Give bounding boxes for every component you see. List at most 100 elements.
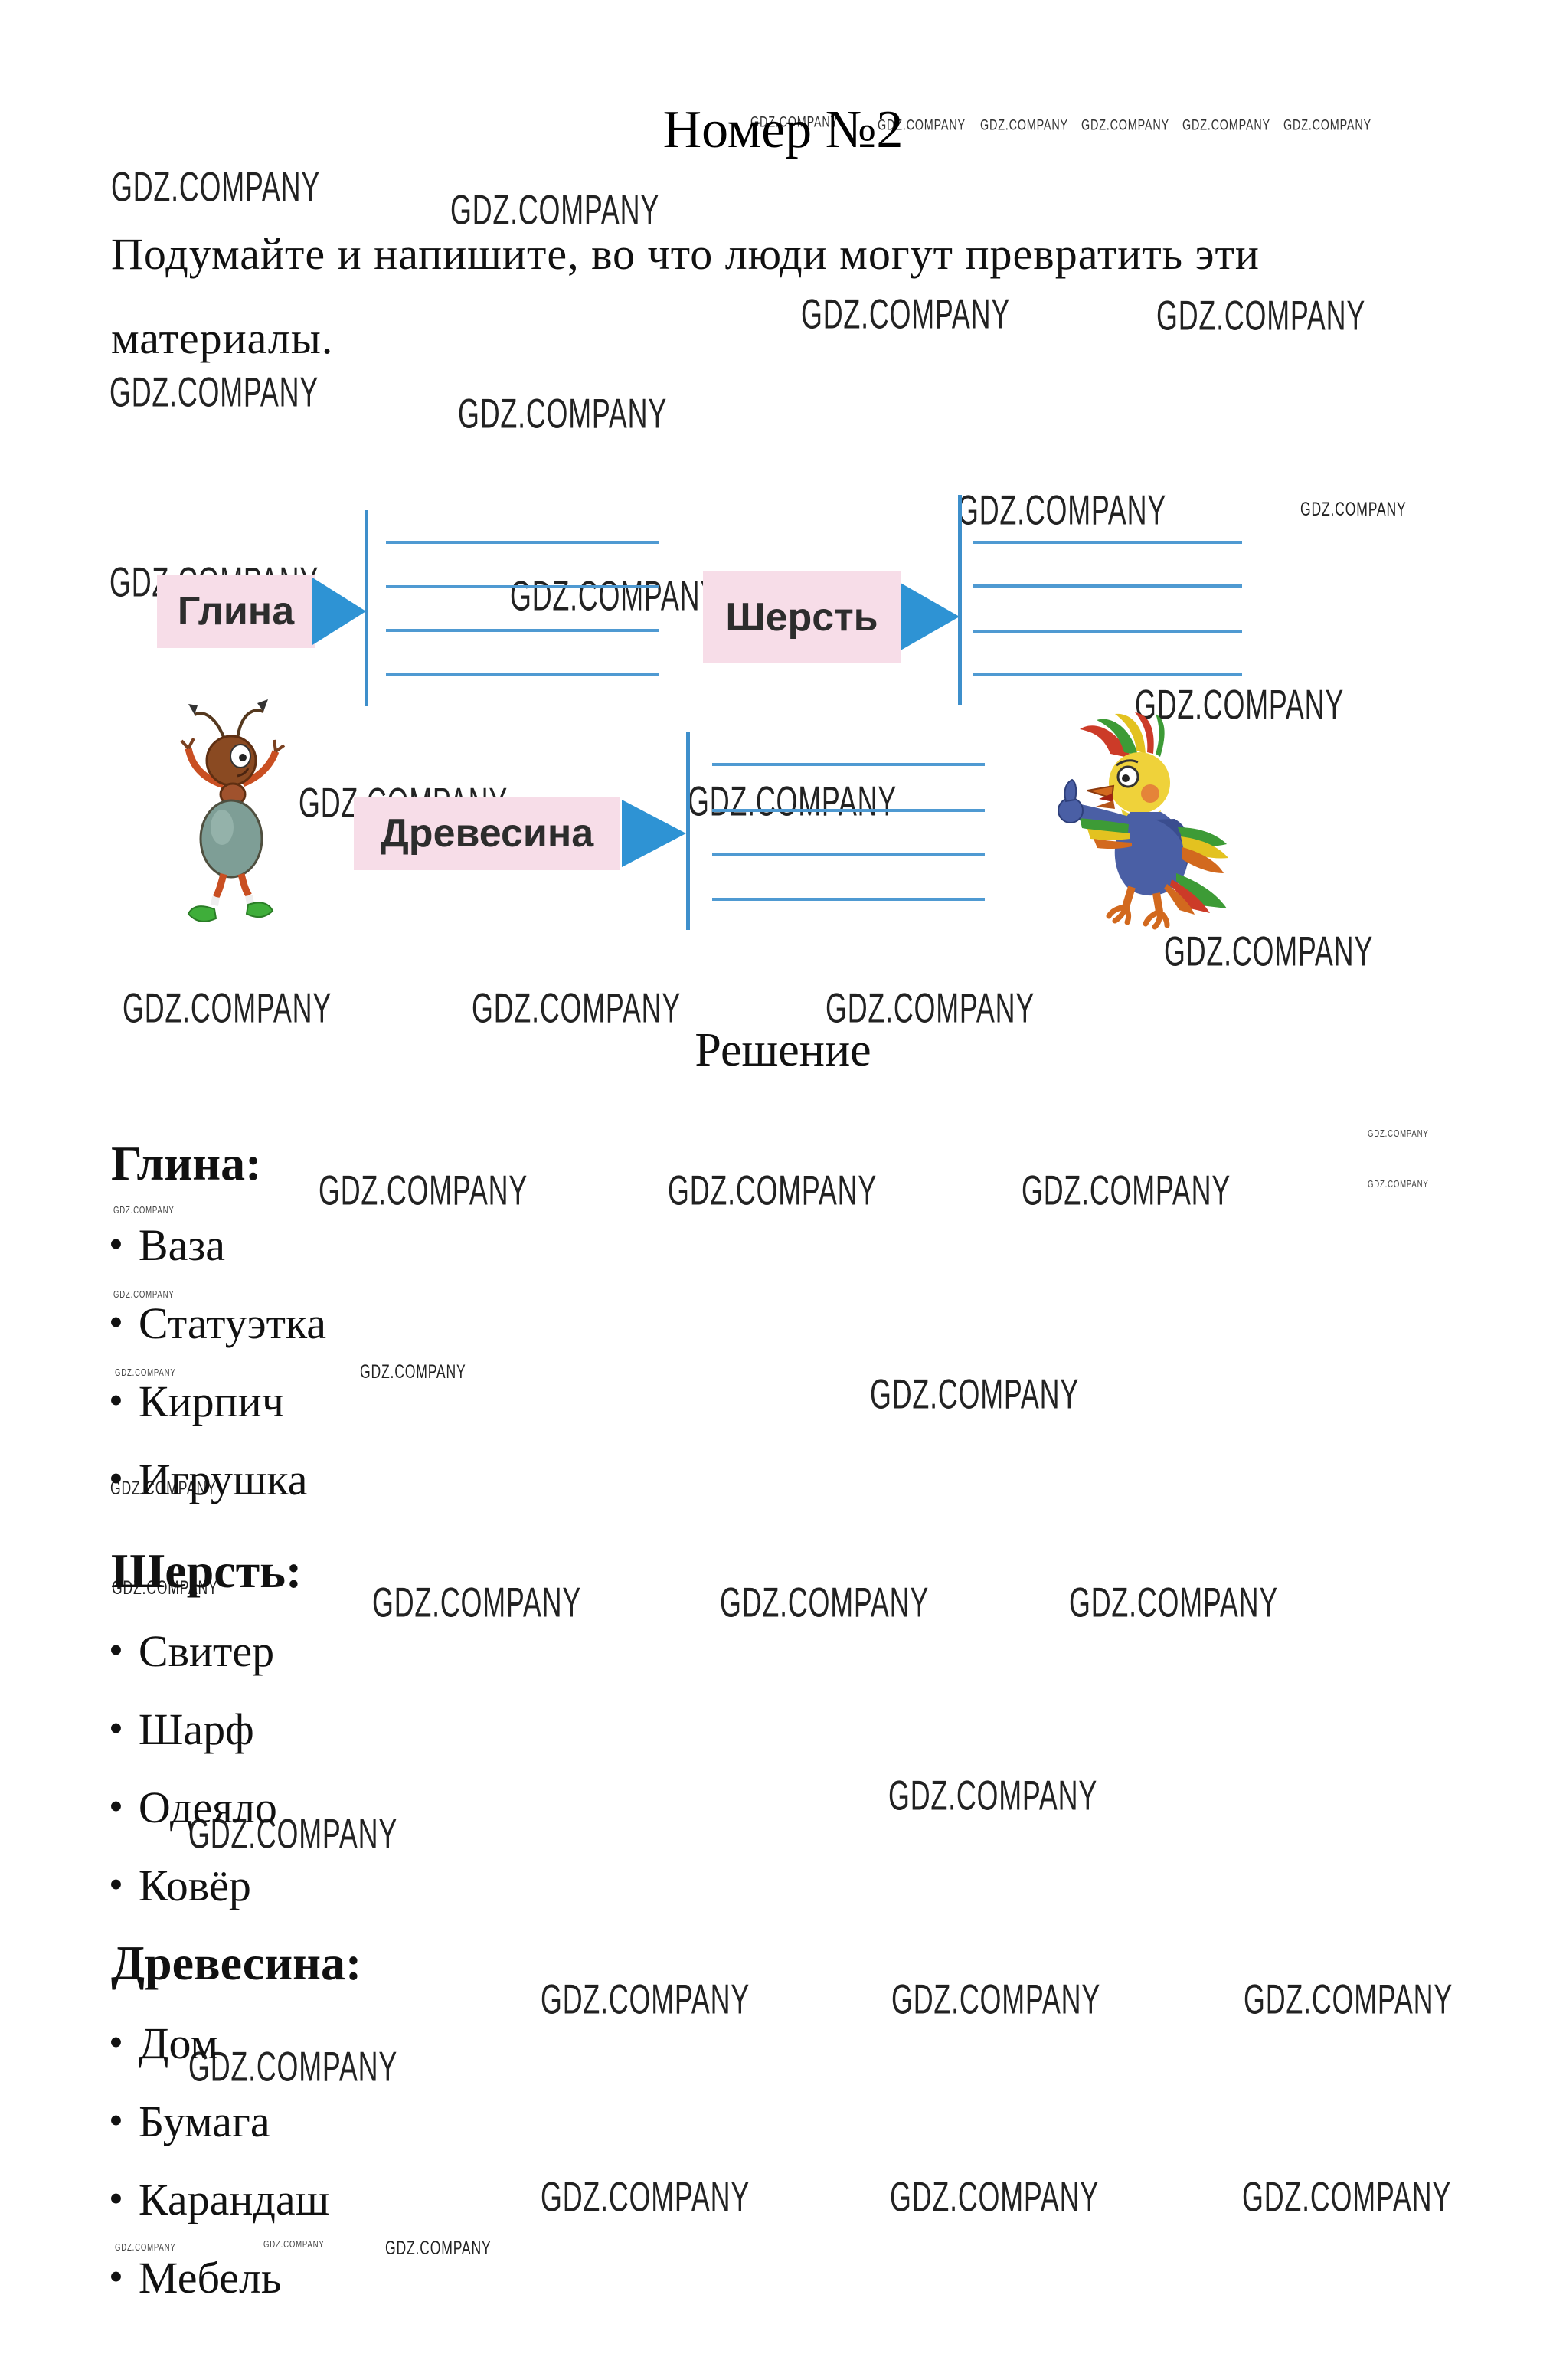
watermark-text: GDZ.COMPANY bbox=[115, 2241, 176, 2254]
wool-arrow-icon bbox=[901, 583, 960, 650]
ant-character-illustration bbox=[180, 699, 286, 922]
bullet-icon: • bbox=[109, 2254, 123, 2300]
watermark-text: GDZ.COMPANY bbox=[980, 116, 1068, 133]
watermark-text: GDZ.COMPANY bbox=[957, 486, 1167, 534]
watermark-text: GDZ.COMPANY bbox=[1368, 1178, 1429, 1190]
bullet-icon: • bbox=[109, 2097, 123, 2143]
clay-label: Глина bbox=[157, 575, 315, 648]
wool-label: Шерсть bbox=[703, 571, 901, 663]
watermark-text: GDZ.COMPANY bbox=[1283, 116, 1371, 133]
solution-item-label: Дом bbox=[138, 2018, 219, 2068]
solution-group-heading-clay: Глина: bbox=[111, 1136, 262, 1190]
watermark-text: GDZ.COMPANY bbox=[750, 113, 839, 130]
clay-writing-line bbox=[386, 673, 659, 676]
watermark-text: GDZ.COMPANY bbox=[1182, 116, 1270, 133]
solution-item-label: Статуэтка bbox=[138, 1298, 326, 1348]
watermark-text: GDZ.COMPANY bbox=[319, 1167, 528, 1214]
solution-item: • Одеяло bbox=[109, 1782, 277, 1833]
solution-item: • Ваза bbox=[109, 1219, 225, 1271]
solution-item-label: Бумага bbox=[138, 2097, 270, 2146]
bullet-icon: • bbox=[109, 1705, 123, 1751]
watermark-text: GDZ.COMPANY bbox=[450, 186, 660, 234]
solution-item-label: Мебель bbox=[138, 2253, 282, 2303]
watermark-text: GDZ.COMPANY bbox=[1244, 1976, 1453, 2023]
solution-item-label: Шарф bbox=[138, 1704, 254, 1754]
watermark-text: GDZ.COMPANY bbox=[1081, 116, 1169, 133]
watermark-text: GDZ.COMPANY bbox=[870, 1370, 1080, 1418]
watermark-text: GDZ.COMPANY bbox=[113, 1288, 175, 1301]
watermark-text: GDZ.COMPANY bbox=[123, 984, 332, 1032]
bullet-icon: • bbox=[109, 1627, 123, 1673]
solution-item: • Шарф bbox=[109, 1704, 254, 1755]
watermark-text: GDZ.COMPANY bbox=[720, 1579, 930, 1626]
clay-writing-line bbox=[386, 585, 659, 588]
watermark-text: GDZ.COMPANY bbox=[112, 1576, 218, 1599]
watermark-text: GDZ.COMPANY bbox=[1135, 681, 1345, 728]
page-title: Номер №2 bbox=[662, 100, 904, 159]
solution-item-label: Ваза bbox=[138, 1220, 225, 1270]
watermark-text: GDZ.COMPANY bbox=[1164, 928, 1374, 975]
parrot-character-illustration bbox=[1058, 712, 1228, 930]
solution-item-label: Одеяло bbox=[138, 1783, 277, 1832]
watermark-text: GDZ.COMPANY bbox=[111, 163, 321, 211]
wool-writing-line bbox=[973, 541, 1242, 544]
wood-writing-line bbox=[712, 853, 985, 856]
task-text-line2: материалы. bbox=[111, 313, 334, 363]
wool-writing-line bbox=[973, 673, 1242, 676]
watermark-text: GDZ.COMPANY bbox=[1156, 292, 1366, 339]
solution-item-label: Свитер bbox=[138, 1626, 275, 1676]
solution-item: • Свитер bbox=[109, 1625, 274, 1677]
watermark-text: GDZ.COMPANY bbox=[878, 116, 966, 133]
clay-writing-line bbox=[386, 629, 659, 632]
watermark-text: GDZ.COMPANY bbox=[541, 1976, 750, 2023]
watermark-text: GDZ.COMPANY bbox=[510, 572, 720, 620]
wood-bracket-line bbox=[686, 732, 690, 930]
watermark-text: GDZ.COMPANY bbox=[115, 1367, 176, 1379]
watermark-text: GDZ.COMPANY bbox=[668, 1167, 878, 1214]
watermark-text: GDZ.COMPANY bbox=[890, 2173, 1100, 2221]
watermark-text: GDZ.COMPANY bbox=[110, 368, 319, 416]
watermark-text: GDZ.COMPANY bbox=[188, 1810, 398, 1858]
watermark-text: GDZ.COMPANY bbox=[1368, 1128, 1429, 1140]
solution-item: • Бумага bbox=[109, 2096, 270, 2147]
bullet-icon: • bbox=[109, 1455, 123, 1501]
bullet-icon: • bbox=[109, 1783, 123, 1829]
clay-bracket-line bbox=[365, 510, 368, 706]
watermark-text: GDZ.COMPANY bbox=[1300, 498, 1407, 520]
solution-item: • Кирпич bbox=[109, 1376, 284, 1427]
wood-writing-line bbox=[712, 898, 985, 901]
solution-group-heading-wood: Древесина: bbox=[111, 1936, 362, 1990]
solution-group-heading-wool: Шерсть: bbox=[111, 1544, 302, 1598]
bullet-icon: • bbox=[109, 2175, 123, 2221]
watermark-text: GDZ.COMPANY bbox=[1022, 1167, 1231, 1214]
solution-item: • Карандаш bbox=[109, 2174, 329, 2225]
watermark-text: GDZ.COMPANY bbox=[372, 1579, 582, 1626]
solution-item-label: Игрушка bbox=[138, 1455, 308, 1504]
task-text-line1: Подумайте и напишите, во что люди могут … bbox=[111, 229, 1260, 279]
bullet-icon: • bbox=[109, 1299, 123, 1345]
wood-writing-line bbox=[712, 809, 985, 812]
bullet-icon: • bbox=[109, 1377, 123, 1423]
bullet-icon: • bbox=[109, 1221, 123, 1267]
solution-item: • Статуэтка bbox=[109, 1298, 326, 1349]
solution-item-label: Кирпич bbox=[138, 1377, 284, 1426]
wood-arrow-icon bbox=[622, 800, 686, 867]
watermark-text: GDZ.COMPANY bbox=[110, 1477, 217, 1499]
watermark-text: GDZ.COMPANY bbox=[360, 1360, 466, 1383]
watermark-text: GDZ.COMPANY bbox=[113, 1204, 175, 1216]
clay-writing-line bbox=[386, 541, 659, 544]
watermark-text: GDZ.COMPANY bbox=[1069, 1579, 1279, 1626]
watermark-text: GDZ.COMPANY bbox=[891, 1976, 1101, 2023]
wood-label: Древесина bbox=[354, 797, 620, 870]
watermark-text: GDZ.COMPANY bbox=[541, 2173, 750, 2221]
solution-item: • Мебель bbox=[109, 2252, 281, 2303]
watermark-text: GDZ.COMPANY bbox=[188, 2043, 398, 2090]
bullet-icon: • bbox=[109, 1861, 123, 1907]
bullet-icon: • bbox=[109, 2019, 123, 2065]
solution-item: • Ковёр bbox=[109, 1860, 251, 1911]
watermark-text: GDZ.COMPANY bbox=[458, 390, 668, 437]
watermark-text: GDZ.COMPANY bbox=[688, 778, 897, 825]
watermark-text: GDZ.COMPANY bbox=[801, 290, 1011, 338]
solution-item: • Игрушка bbox=[109, 1454, 308, 1505]
